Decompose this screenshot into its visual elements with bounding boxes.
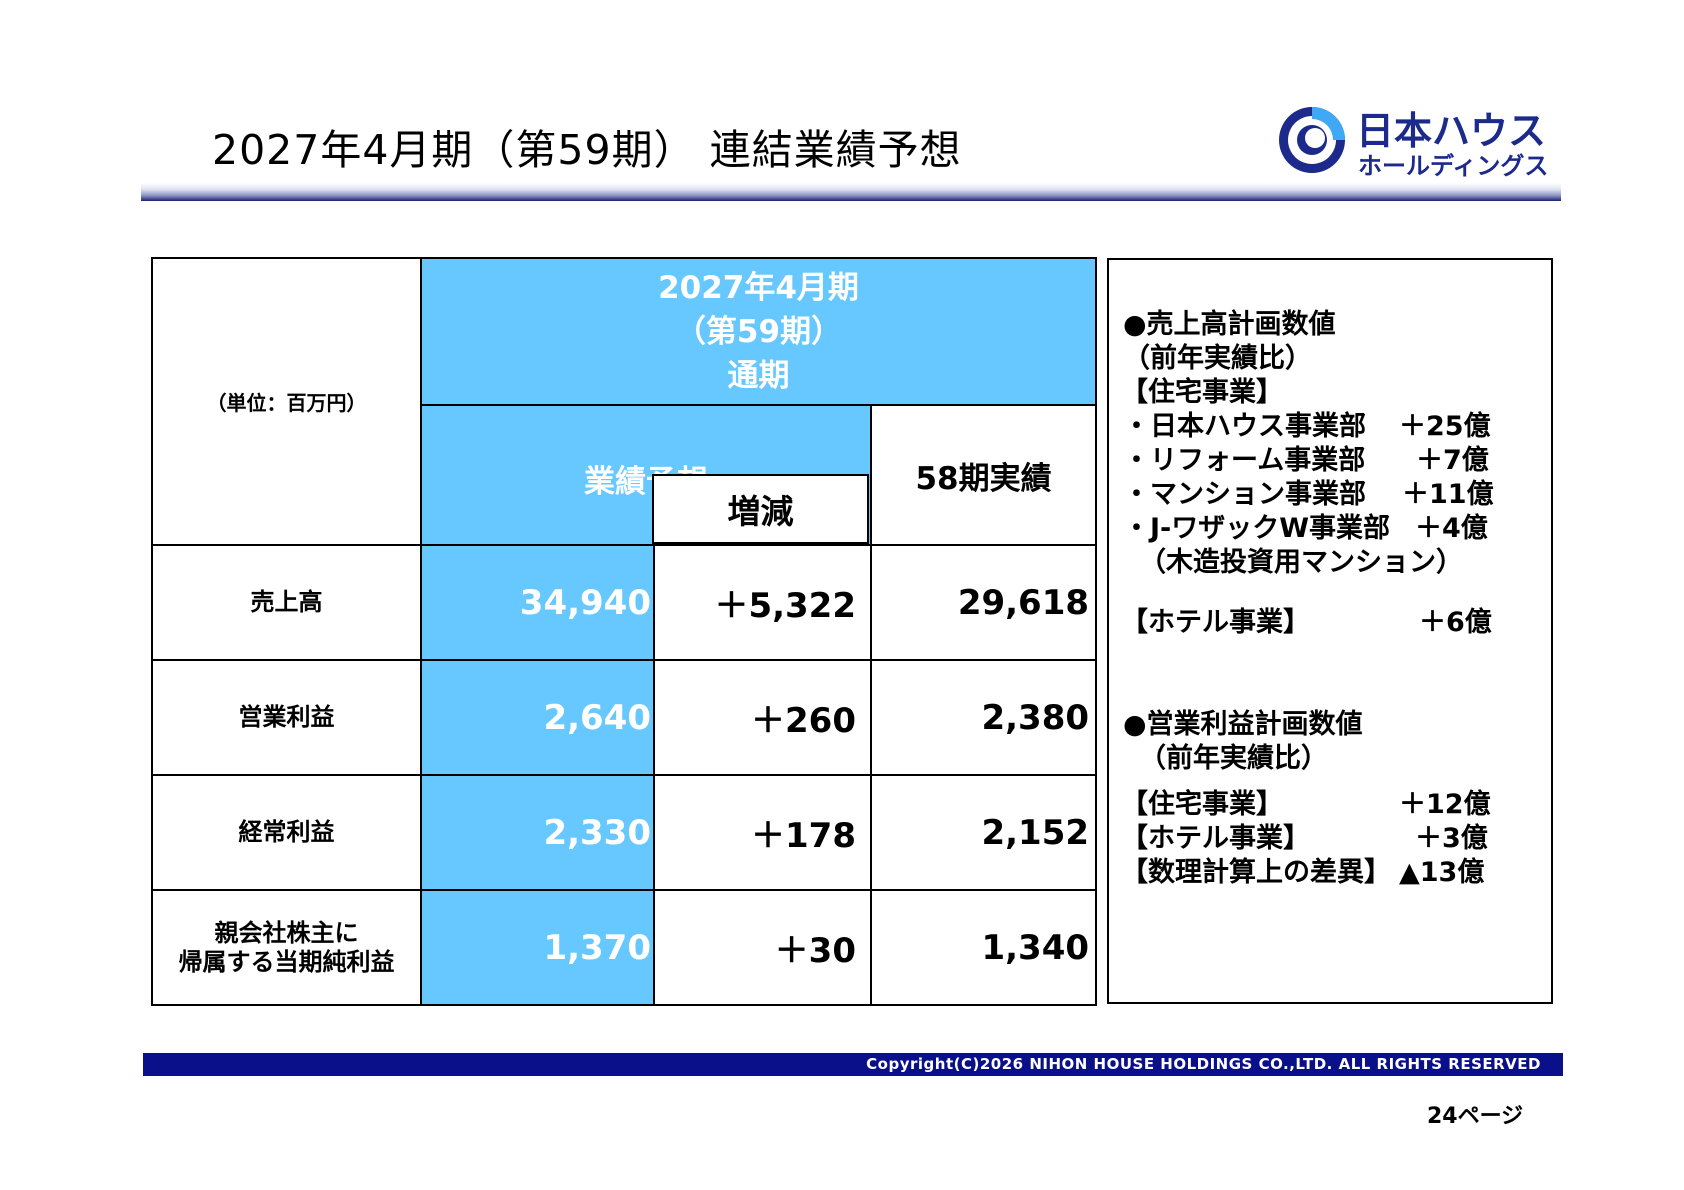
row-label-operating-profit: 営業利益 (151, 659, 422, 776)
row-label-net-income: 親会社株主に 帰属する当期純利益 (151, 889, 422, 1006)
sales-plan-heading: ●売上高計画数値 (1123, 309, 1336, 340)
row-label-sales: 売上高 (151, 544, 422, 661)
operating-profit-actual: 2,380 (869, 659, 1098, 776)
header-divider (141, 183, 1561, 201)
sales-plan-subheading: （前年実績比） (1123, 343, 1312, 374)
forecast-column-header: 業績予想 (420, 404, 872, 546)
op-plan-subheading: （前年実績比） (1139, 743, 1328, 774)
net-income-change: ＋30 (653, 889, 872, 1006)
ordinary-profit-change: ＋178 (653, 774, 872, 891)
note-value-nihon-house: ＋25億 (1399, 411, 1491, 442)
housing-header: 【住宅事業】 (1121, 377, 1283, 408)
note-item-nihon-house: ・日本ハウス事業部 (1123, 411, 1366, 442)
company-logo: 日本ハウス ホールディングス (1276, 100, 1566, 180)
footer-bar: Copyright(C)2026 NIHON HOUSE HOLDINGS CO… (143, 1053, 1563, 1076)
notes-panel: ●売上高計画数値 （前年実績比） 【住宅事業】 ・日本ハウス事業部 ＋25億 ・… (1107, 258, 1553, 1004)
change-column-header: 増減 (652, 474, 869, 544)
period-line1: 2027年4月期 (658, 269, 859, 306)
op-item-actuarial: 【数理計算上の差異】 (1121, 857, 1391, 888)
actual-column-header: 58期実績 (869, 404, 1098, 546)
note-value-mansion: ＋11億 (1402, 479, 1494, 510)
note-value-jwasak: ＋4億 (1415, 513, 1488, 544)
net-income-forecast: 1,370 (420, 889, 655, 1006)
op-item-hotel: 【ホテル事業】 (1121, 823, 1310, 854)
op-value-housing: ＋12億 (1399, 789, 1491, 820)
logo-subtitle: ホールディングス (1358, 152, 1549, 180)
unit-label: （単位：百万円） (151, 257, 422, 546)
op-value-actuarial: ▲13億 (1399, 857, 1485, 888)
ordinary-profit-actual: 2,152 (869, 774, 1098, 891)
hotel-value: ＋6億 (1419, 607, 1492, 638)
operating-profit-change: ＋260 (653, 659, 872, 776)
page-number: 24ページ (1427, 1104, 1524, 1129)
note-item-reform: ・リフォーム事業部 (1123, 445, 1366, 476)
sales-forecast: 34,940 (420, 544, 655, 661)
row-label-ordinary-profit: 経常利益 (151, 774, 422, 891)
logo-name: 日本ハウス (1356, 109, 1547, 153)
note-item-jwasak: ・J-ワザックW事業部 (1123, 513, 1391, 544)
note-jwasak-subtitle: （木造投資用マンション） (1139, 547, 1463, 578)
op-value-hotel: ＋3億 (1415, 823, 1488, 854)
page-title: 2027年4月期（第59期） 連結業績予想 (212, 126, 962, 174)
sales-change: ＋5,322 (653, 544, 872, 661)
note-value-reform: ＋7億 (1416, 445, 1489, 476)
logo-swirl-icon (1279, 107, 1345, 173)
op-item-housing: 【住宅事業】 (1121, 789, 1283, 820)
sales-actual: 29,618 (869, 544, 1098, 661)
hotel-label: 【ホテル事業】 (1121, 607, 1310, 638)
operating-profit-forecast: 2,640 (420, 659, 655, 776)
change-column-label: 増減 (727, 492, 794, 531)
op-plan-heading: ●営業利益計画数値 (1123, 709, 1363, 740)
period-line3: 通期 (727, 357, 790, 394)
forecast-table: （単位：百万円） 2027年4月期 （第59期） 通期 業績予想 58期実績 売… (151, 257, 1098, 1006)
period-header: 2027年4月期 （第59期） 通期 (419, 257, 1098, 406)
ordinary-profit-forecast: 2,330 (420, 774, 655, 891)
note-item-mansion: ・マンション事業部 (1123, 479, 1366, 510)
copyright-text: Copyright(C)2026 NIHON HOUSE HOLDINGS CO… (866, 1055, 1541, 1073)
period-line2: （第59期） (674, 313, 843, 350)
net-income-actual: 1,340 (869, 889, 1098, 1006)
